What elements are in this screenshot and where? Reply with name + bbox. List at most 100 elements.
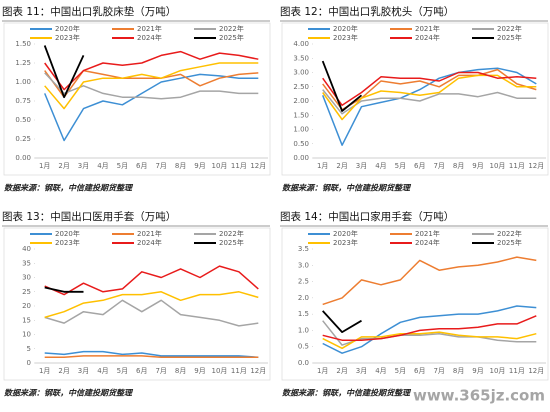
y-tick-label: 2.00: [293, 97, 309, 105]
legend-label: 2022年: [497, 229, 522, 238]
y-tick-label: 0.75: [15, 97, 31, 105]
watermark: www.365jz.com: [413, 387, 545, 405]
x-tick-label: 2月: [58, 367, 69, 375]
y-tick-label: 20: [22, 302, 31, 310]
source: 数据来源：钢联，中信建投期货整理: [282, 389, 412, 398]
x-tick-label: 5月: [117, 162, 128, 170]
legend-label: 2024年: [415, 238, 440, 247]
x-tick-label: 10月: [211, 367, 227, 375]
legend-label: 2020年: [333, 229, 358, 238]
x-tick-label: 1月: [39, 162, 50, 170]
y-tick-label: 2.50: [293, 83, 309, 91]
y-tick-label: 10: [22, 331, 31, 339]
legend-label: 2020年: [55, 24, 80, 33]
x-tick-label: 11月: [231, 367, 247, 375]
x-tick-label: 2月: [336, 367, 347, 375]
legend-label: 2024年: [137, 238, 162, 247]
series-line: [44, 291, 259, 319]
legend-label: 2021年: [415, 229, 440, 238]
series-line: [322, 305, 537, 354]
source: 数据来源：钢联，中信建投期货整理: [4, 184, 134, 193]
y-tick-label: 0.5: [298, 343, 309, 351]
y-tick-label: 1.50: [293, 111, 309, 119]
x-tick-label: 5月: [395, 367, 406, 375]
series-line: [44, 299, 259, 327]
y-tick-label: 30: [22, 274, 31, 282]
legend-label: 2025年: [497, 33, 522, 42]
legend-label: 2025年: [219, 33, 244, 42]
y-tick-label: 3.00: [293, 69, 309, 77]
legend-label: 2023年: [55, 33, 80, 42]
series-line: [322, 331, 537, 350]
x-tick-label: 5月: [395, 162, 406, 170]
x-tick-label: 6月: [414, 367, 425, 375]
y-tick-label: 4.00: [293, 40, 309, 48]
legend-label: 2020年: [333, 24, 358, 33]
y-tick-label: 0.50: [293, 140, 309, 148]
x-tick-label: 9月: [472, 162, 483, 170]
x-tick-label: 8月: [175, 162, 186, 170]
y-tick-label: 5: [27, 345, 31, 353]
x-tick-label: 12月: [250, 162, 266, 170]
y-tick-label: 1.5: [298, 310, 309, 318]
plot-frame: [281, 227, 549, 381]
y-tick-label: 2.0: [298, 294, 309, 302]
series-line: [44, 69, 259, 98]
source: 数据来源：钢联，中信建投期货整理: [282, 184, 412, 193]
x-tick-label: 10月: [489, 162, 505, 170]
y-tick-label: 0.0: [298, 359, 309, 367]
y-tick-label: 25: [22, 288, 31, 296]
legend-label: 2021年: [137, 24, 162, 33]
legend-label: 2021年: [415, 24, 440, 33]
x-tick-label: 4月: [375, 162, 386, 170]
series-line: [322, 68, 537, 111]
chart-title: 图表 12：中国出口乳胶枕头（万吨）: [280, 5, 454, 18]
x-tick-label: 11月: [231, 162, 247, 170]
y-tick-label: 15: [22, 316, 31, 324]
y-tick-label: 2.5: [298, 278, 309, 286]
x-tick-label: 4月: [97, 367, 108, 375]
x-tick-label: 8月: [453, 162, 464, 170]
x-tick-label: 2月: [58, 162, 69, 170]
y-tick-label: 0.50: [15, 116, 31, 124]
series-line: [322, 310, 362, 333]
x-tick-label: 1月: [39, 367, 50, 375]
y-tick-label: 1.0: [298, 326, 309, 334]
x-tick-label: 7月: [433, 162, 444, 170]
y-tick-label: 3.50: [293, 54, 309, 62]
legend-label: 2025年: [497, 238, 522, 247]
legend-label: 2020年: [55, 229, 80, 238]
x-tick-label: 3月: [78, 162, 89, 170]
y-tick-label: 0.00: [15, 154, 31, 162]
x-tick-label: 8月: [453, 367, 464, 375]
x-tick-label: 7月: [155, 162, 166, 170]
legend-label: 2022年: [219, 24, 244, 33]
y-tick-label: 1.00: [293, 126, 309, 134]
y-tick-label: 1.00: [15, 78, 31, 86]
x-tick-label: 2月: [336, 162, 347, 170]
x-tick-label: 8月: [175, 367, 186, 375]
x-tick-label: 12月: [528, 367, 544, 375]
series-line: [44, 50, 259, 91]
x-tick-label: 3月: [356, 162, 367, 170]
source: 数据来源：钢联，中信建投期货整理: [4, 389, 134, 398]
legend-label: 2024年: [415, 33, 440, 42]
series-line: [44, 355, 259, 359]
x-tick-label: 12月: [250, 367, 266, 375]
x-tick-label: 9月: [194, 367, 205, 375]
x-tick-label: 11月: [509, 162, 525, 170]
y-tick-label: 0: [27, 359, 31, 367]
plot-frame: [3, 227, 271, 381]
y-tick-label: 0.00: [293, 154, 309, 162]
x-tick-label: 3月: [78, 367, 89, 375]
legend-label: 2024年: [137, 33, 162, 42]
y-tick-label: 0.25: [15, 135, 31, 143]
legend-label: 2023年: [333, 33, 358, 42]
x-tick-label: 1月: [317, 162, 328, 170]
legend-label: 2021年: [137, 229, 162, 238]
x-tick-label: 5月: [117, 367, 128, 375]
series-line: [43, 45, 85, 99]
legend-label: 2022年: [219, 229, 244, 238]
x-tick-label: 7月: [433, 367, 444, 375]
x-tick-label: 4月: [97, 162, 108, 170]
